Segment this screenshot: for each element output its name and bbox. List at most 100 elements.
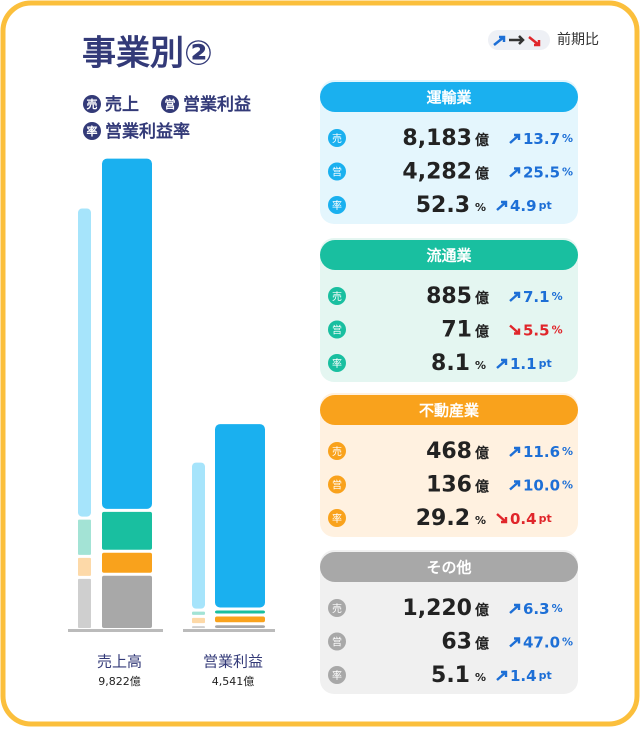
- value: 5.1: [431, 663, 470, 688]
- down-icon: [528, 36, 541, 47]
- panel-header: [320, 240, 578, 270]
- badge-text: 営: [332, 324, 342, 337]
- bar-segment: [215, 610, 265, 614]
- unit: 億: [475, 636, 489, 653]
- change-unit: pt: [539, 357, 552, 370]
- change-value: 13.7: [523, 130, 560, 148]
- change: 6.3%: [523, 600, 563, 618]
- unit: 億: [475, 132, 489, 149]
- change-value: 5.5: [523, 321, 550, 339]
- change-legend: 前期比: [488, 30, 599, 50]
- badge: [161, 95, 179, 113]
- change-unit: pt: [539, 199, 552, 212]
- badge-text: 営: [165, 97, 176, 111]
- badge-text: 率: [87, 124, 98, 138]
- panel-header: [320, 82, 578, 112]
- prior-bar-segment: [78, 578, 91, 628]
- prior-bar-segment: [192, 617, 205, 624]
- bar-segment: [215, 424, 265, 608]
- badge: [328, 320, 346, 339]
- badge: [328, 129, 346, 147]
- bar-label: 売上高: [97, 653, 142, 671]
- change: 13.7%: [523, 130, 573, 148]
- unit: %: [475, 359, 486, 372]
- unit: %: [475, 514, 486, 527]
- value: 468: [426, 439, 472, 464]
- badge-text: 率: [332, 199, 342, 212]
- total-value: 9,822: [98, 675, 130, 688]
- value: 8,183: [402, 126, 472, 151]
- unit: 億: [475, 290, 489, 307]
- bar-segment: [102, 158, 152, 509]
- badge: [83, 122, 101, 140]
- badge: [328, 196, 346, 214]
- change-unit: %: [552, 602, 563, 615]
- change: 10.0%: [523, 476, 573, 494]
- total-unit: 億: [130, 675, 141, 688]
- badge-text: 営: [332, 166, 342, 179]
- unit: 億: [475, 445, 489, 462]
- down-arrow: [509, 324, 521, 335]
- prior-bar-segment: [78, 519, 91, 555]
- change: 7.1%: [523, 288, 563, 306]
- up-arrow: [509, 291, 521, 302]
- baseline: [183, 629, 275, 632]
- legend: 売売上営営業利益率 営業利益率: [83, 94, 251, 142]
- legend-label: 営業利益: [183, 94, 251, 115]
- badge: [83, 95, 101, 113]
- badge: [328, 475, 346, 494]
- change: 0.4 pt: [510, 510, 552, 528]
- badge-text: 売: [332, 602, 342, 615]
- prior-bar-segment: [192, 462, 205, 609]
- change-label: 前期比: [557, 31, 599, 48]
- change: 11.6%: [523, 443, 573, 461]
- change-value: 11.6: [523, 443, 560, 461]
- unit: 億: [475, 166, 489, 183]
- up-arrow: [496, 358, 508, 369]
- change-unit: %: [552, 324, 563, 337]
- panel-header: [320, 552, 578, 582]
- up-arrow: [496, 200, 508, 211]
- badge-text: 売: [332, 132, 342, 145]
- change-unit: %: [552, 290, 563, 303]
- prior-bar-segment: [192, 611, 205, 615]
- badge-text: 売: [332, 290, 342, 303]
- value: 4,282: [402, 160, 472, 185]
- change-value: 25.5: [523, 163, 560, 181]
- change-unit: %: [562, 445, 573, 458]
- bar-segment: [102, 511, 152, 550]
- value: 1,220: [402, 596, 472, 621]
- change-value: 7.1: [523, 288, 550, 306]
- value: 71: [441, 318, 472, 343]
- change-unit: pt: [539, 512, 552, 525]
- up-arrow: [509, 603, 521, 614]
- bar-total: 9,822億: [98, 675, 141, 688]
- up-arrow: [509, 446, 521, 457]
- badge-text: 営: [332, 636, 342, 649]
- badge: [328, 287, 346, 305]
- up-arrow: [509, 637, 521, 648]
- legend-label: 営業利益率: [105, 121, 190, 142]
- badge-text: 率: [332, 512, 342, 525]
- change-value: 10.0: [523, 476, 560, 494]
- change-value: 6.3: [523, 600, 550, 618]
- change-unit: %: [562, 166, 573, 179]
- change: 25.5%: [523, 163, 573, 181]
- change-value: 47.0: [523, 633, 560, 651]
- value: 885: [426, 284, 472, 309]
- change-unit: %: [562, 132, 573, 145]
- change-unit: pt: [539, 669, 552, 682]
- badge: [328, 632, 346, 651]
- badge: [328, 599, 346, 617]
- bar-segment: [102, 552, 152, 573]
- badge: [328, 666, 346, 684]
- up-arrow: [509, 167, 521, 178]
- segment-name: 不動産業: [419, 402, 480, 420]
- change: 1.1 pt: [510, 355, 552, 373]
- total-unit: 億: [243, 675, 254, 688]
- panel: [320, 80, 578, 224]
- unit: 億: [475, 602, 489, 619]
- bar-total: 4,541億: [212, 675, 255, 688]
- change-unit: %: [562, 636, 573, 649]
